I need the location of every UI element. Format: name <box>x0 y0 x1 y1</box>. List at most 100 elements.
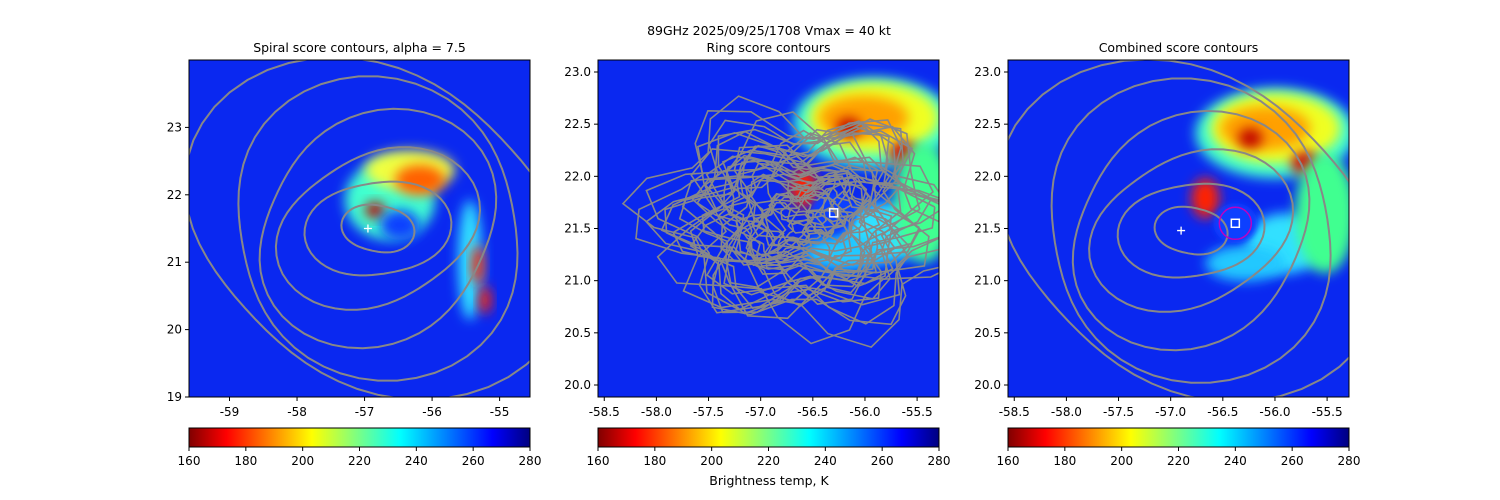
colorbar-tick-label: 200 <box>1110 454 1133 468</box>
contour-line <box>237 75 519 382</box>
x-tick-label: -57.0 <box>745 405 776 419</box>
colorbar-tick-label: 280 <box>519 454 542 468</box>
colorbar-tick-label: 260 <box>1281 454 1304 468</box>
colorbar-tick-label: 200 <box>291 454 314 468</box>
colorbar-gradient <box>188 427 531 448</box>
x-tick-label: -57 <box>355 405 375 419</box>
panel-1: Spiral score contours, alpha = 7.5 -59 -58… <box>167 40 542 468</box>
colorbar-tick-label: 180 <box>643 454 666 468</box>
y-tick-label: 22.0 <box>564 169 591 183</box>
x-tick-label: -57.5 <box>693 405 724 419</box>
colorbar-tick-label: 160 <box>997 454 1020 468</box>
y-tick-label: 20.5 <box>564 326 591 340</box>
cloud-feature <box>893 142 939 263</box>
y-tick-label: 22.0 <box>974 169 1001 183</box>
colorbar: 160 180 200 220 240 260 280 <box>178 427 542 468</box>
colorbar-tick-label: 220 <box>1167 454 1190 468</box>
eye-region <box>1213 203 1258 244</box>
y-tick-label: 22.5 <box>564 117 591 131</box>
contour-line <box>1088 148 1295 313</box>
contour-line <box>340 203 416 254</box>
y-tick-label: 20.5 <box>974 326 1001 340</box>
x-tick-label: -58.0 <box>1051 405 1082 419</box>
x-tick-label: -55.5 <box>1312 405 1343 419</box>
x-tick-label: -58.5 <box>999 405 1030 419</box>
y-tick-label: 20.0 <box>564 378 591 392</box>
cloud-feature <box>479 286 491 314</box>
cloud-feature <box>380 210 420 240</box>
colorbar-tick-label: 240 <box>1224 454 1247 468</box>
brightness-temp-image <box>598 60 939 397</box>
contour-line <box>274 146 482 311</box>
colorbar-tick-label: 260 <box>871 454 894 468</box>
cloud-feature <box>395 165 445 195</box>
y-tick-label: 21.0 <box>974 274 1001 288</box>
y-tick-label: 20 <box>167 323 182 337</box>
contour-line <box>258 107 498 350</box>
colorbar-tick-label: 260 <box>462 454 485 468</box>
y-tick-label: 23 <box>167 120 182 134</box>
contour-line <box>689 119 939 305</box>
x-tick-label: -56.0 <box>849 405 880 419</box>
x-tick-label: -56.0 <box>1259 405 1290 419</box>
colorbar-tick-label: 240 <box>814 454 837 468</box>
x-tick-label: -58.0 <box>641 405 672 419</box>
colorbar: 160 180 200 220 240 260 280 <box>997 427 1361 468</box>
colorbar-tick-label: 160 <box>178 454 201 468</box>
panel-3: Combined score contours -58.5 -58.0 -57.5 -5… <box>974 40 1361 468</box>
center-square-marker <box>1230 218 1241 229</box>
contour-line <box>682 118 939 349</box>
y-tick-label: 19 <box>167 390 182 404</box>
colorbar-tick-label: 200 <box>700 454 723 468</box>
contour-line <box>751 169 881 261</box>
x-tick-label: -57.0 <box>1155 405 1186 419</box>
contour-line <box>303 180 453 277</box>
center-square-marker <box>828 208 839 218</box>
y-tick-label: 21.5 <box>974 222 1001 236</box>
contour-line <box>681 128 939 326</box>
x-tick-label: -56.5 <box>1207 405 1238 419</box>
contour-line <box>656 125 939 345</box>
contour-line <box>705 124 939 325</box>
y-tick-label: 21 <box>167 255 182 269</box>
contour-line <box>1050 77 1332 384</box>
panel-title: Spiral score contours, alpha = 7.5 <box>253 40 466 55</box>
contour-line <box>189 60 530 397</box>
brightness-temp-image <box>1008 60 1349 397</box>
axes-frame <box>188 59 531 398</box>
y-tick-label: 20.0 <box>974 378 1001 392</box>
y-tick-label: 22 <box>167 188 182 202</box>
colorbar-tick-label: 220 <box>757 454 780 468</box>
panel-2: Ring score contours -58.5 -58.0 -57.5 -57.0 -… <box>564 40 951 468</box>
y-tick-label: 23.0 <box>564 65 591 79</box>
contour-line <box>621 95 914 311</box>
colorbar-label: Brightness temp, K <box>709 473 829 488</box>
colorbar-tick-label: 280 <box>1338 454 1361 468</box>
contour-line <box>780 175 864 235</box>
center-plus-marker <box>1177 226 1186 235</box>
y-tick-label: 21.5 <box>564 222 591 236</box>
x-tick-label: -58 <box>287 405 307 419</box>
y-tick-label: 21.0 <box>564 274 591 288</box>
figure-suptitle: 89GHz 2025/09/25/1708 Vmax = 40 kt <box>647 23 891 38</box>
colorbar-gradient <box>597 427 940 448</box>
colorbar-tick-label: 280 <box>928 454 951 468</box>
panel-title: Combined score contours <box>1099 40 1259 55</box>
x-tick-label: -57.5 <box>1103 405 1134 419</box>
contour-line <box>1008 60 1349 397</box>
x-tick-label: -56.5 <box>797 405 828 419</box>
contour-line <box>756 192 836 249</box>
ring-circle <box>1218 206 1253 241</box>
contour-line <box>1071 109 1311 352</box>
colorbar-tick-label: 160 <box>587 454 610 468</box>
colorbar-tick-label: 220 <box>348 454 371 468</box>
colorbar-tick-label: 240 <box>405 454 428 468</box>
cloud-feature <box>1238 128 1263 149</box>
contour-line <box>645 111 934 314</box>
cloud-feature <box>1205 245 1286 282</box>
score-contours <box>189 60 530 397</box>
x-tick-label: -59 <box>220 405 240 419</box>
colorbar-tick-label: 180 <box>234 454 257 468</box>
brightness-temp-image <box>189 60 530 397</box>
